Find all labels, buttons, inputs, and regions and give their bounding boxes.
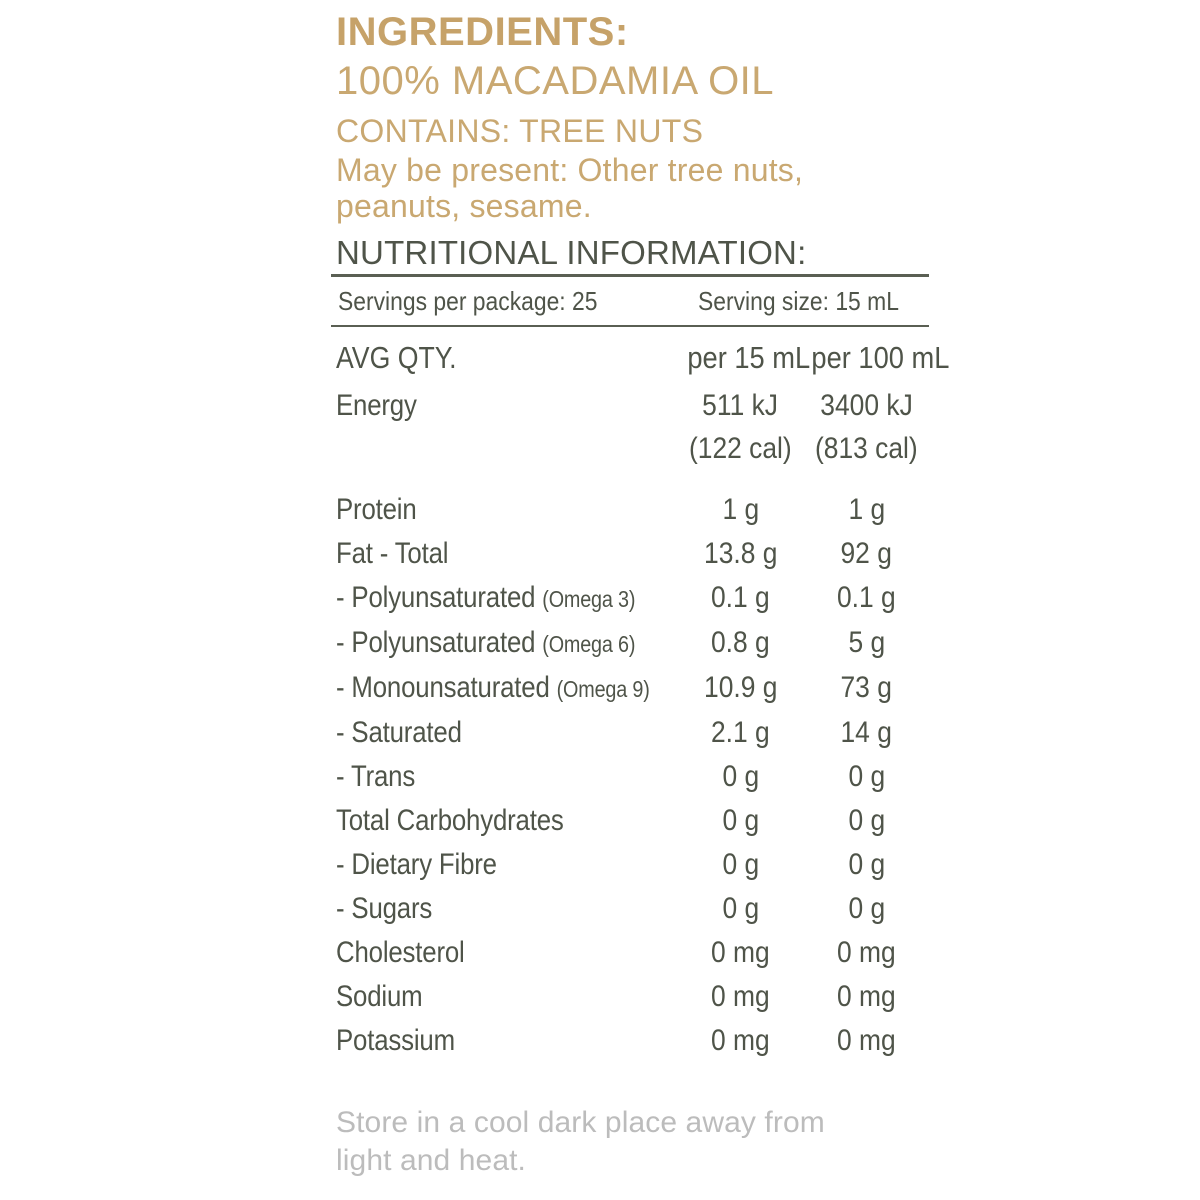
table-row: - Sugars 0 g 0 g	[331, 887, 931, 931]
row-label	[331, 428, 679, 472]
table-row: - Trans 0 g 0 g	[331, 755, 931, 799]
row-value-per-15ml: (122 cal)	[689, 432, 792, 465]
row-value-per-15ml: 2.1 g	[711, 716, 770, 749]
row-value-per-100ml: 3400 kJ	[820, 389, 913, 422]
row-label: Total Carbohydrates	[336, 804, 564, 837]
allergen-contains-text: CONTAINS: TREE NUTS	[336, 113, 704, 149]
table-row: - Saturated 2.1 g 14 g	[331, 711, 931, 755]
row-value-per-100ml: 73 g	[840, 671, 893, 704]
table-row: - Polyunsaturated (Omega 6) 0.8 g 5 g	[331, 621, 931, 666]
row-label: Protein	[336, 493, 417, 526]
row-label: - Dietary Fibre	[336, 848, 497, 881]
row-value-per-100ml: 92 g	[840, 537, 893, 570]
row-value-per-15ml: 0 g	[722, 892, 759, 925]
row-value-per-100ml: 0 g	[848, 848, 885, 881]
row-value-per-15ml: 0.8 g	[711, 626, 770, 659]
row-label: - Polyunsaturated (Omega 6)	[336, 626, 636, 659]
table-rule-bottom	[331, 325, 929, 327]
table-header-row: AVG QTY. per 15 mL per 100 mL	[331, 333, 950, 383]
table-row: Energy 511 kJ 3400 kJ	[331, 383, 931, 428]
allergen-may-contain-text: May be present: Other tree nuts, peanuts…	[336, 152, 804, 224]
row-value-per-15ml: 0 mg	[711, 1024, 770, 1057]
row-value-per-15ml: 0 g	[722, 804, 759, 837]
row-value-per-100ml: 0 g	[848, 760, 885, 793]
row-value-per-100ml: 0.1 g	[837, 581, 896, 614]
row-value-per-100ml: 5 g	[848, 626, 885, 659]
row-value-per-100ml: 0 mg	[837, 1024, 896, 1057]
row-value-per-100ml: 0 mg	[837, 980, 896, 1013]
row-label: - Monounsaturated (Omega 9)	[336, 671, 650, 704]
row-label: - Trans	[336, 760, 416, 793]
row-value-per-15ml: 0 g	[722, 848, 759, 881]
column-header-per-15ml: per 15 mL	[687, 340, 811, 375]
table-row: Potassium 0 mg 0 mg	[331, 1019, 931, 1063]
row-value-per-100ml: (813 cal)	[815, 432, 918, 465]
table-row: - Monounsaturated (Omega 9) 10.9 g 73 g	[331, 666, 931, 711]
table-row: Fat - Total 13.8 g 92 g	[331, 532, 931, 576]
row-spacer	[331, 472, 931, 488]
row-value-per-15ml: 0.1 g	[711, 581, 770, 614]
row-label-omega-note: (Omega 3)	[542, 586, 636, 612]
storage-instructions: Store in a cool dark place away from lig…	[336, 1106, 825, 1177]
row-value-per-15ml: 0 mg	[711, 980, 770, 1013]
row-value-per-100ml: 0 mg	[837, 936, 896, 969]
row-label: Fat - Total	[336, 537, 449, 570]
row-label: - Saturated	[336, 716, 462, 749]
row-label: Cholesterol	[336, 936, 465, 969]
table-row: Sodium 0 mg 0 mg	[331, 975, 931, 1019]
column-header-per-100ml: per 100 mL	[811, 340, 950, 375]
nutritional-information-panel: NUTRITIONAL INFORMATION: Servings per pa…	[331, 232, 950, 1063]
row-label: Sodium	[336, 980, 423, 1013]
row-value-per-100ml: 1 g	[848, 493, 885, 526]
row-value-per-15ml: 0 mg	[711, 936, 770, 969]
table-row: - Polyunsaturated (Omega 3) 0.1 g 0.1 g	[331, 576, 931, 621]
table-row: Protein 1 g 1 g	[331, 488, 931, 532]
table-rule-top	[331, 274, 929, 277]
row-value-per-15ml: 13.8 g	[703, 537, 778, 570]
ingredients-value: 100% MACADAMIA OIL	[336, 59, 775, 103]
serving-size: Serving size: 15 mL	[698, 286, 899, 316]
row-value-per-100ml: 14 g	[840, 716, 893, 749]
row-value-per-15ml: 511 kJ	[702, 389, 779, 422]
row-label: - Sugars	[336, 892, 433, 925]
table-row: Cholesterol 0 mg 0 mg	[331, 931, 931, 975]
servings-row: Servings per package: 25 Serving size: 1…	[331, 277, 931, 325]
table-row: - Dietary Fibre 0 g 0 g	[331, 843, 931, 887]
row-label-omega-note: (Omega 6)	[542, 631, 636, 657]
row-label: - Polyunsaturated (Omega 3)	[336, 581, 636, 614]
row-label-omega-note: (Omega 9)	[556, 676, 650, 702]
nutrition-panel-title: NUTRITIONAL INFORMATION:	[336, 234, 807, 271]
row-label: Energy	[336, 389, 417, 422]
ingredients-block: INGREDIENTS: 100% MACADAMIA OIL CONTAINS…	[336, 8, 1096, 224]
row-value-per-100ml: 0 g	[848, 892, 885, 925]
row-value-per-100ml: 0 g	[848, 804, 885, 837]
row-value-per-15ml: 1 g	[722, 493, 759, 526]
servings-per-package: Servings per package: 25	[338, 286, 598, 316]
column-header-avg-qty: AVG QTY.	[336, 340, 457, 375]
row-label: Potassium	[336, 1024, 455, 1057]
row-value-per-15ml: 0 g	[722, 760, 759, 793]
row-value-per-15ml: 10.9 g	[703, 671, 778, 704]
nutrition-table: AVG QTY. per 15 mL per 100 mL Energy 511 …	[331, 333, 950, 1063]
table-row: (122 cal) (813 cal)	[331, 428, 931, 472]
ingredients-heading: INGREDIENTS:	[336, 10, 629, 54]
table-row: Total Carbohydrates 0 g 0 g	[331, 799, 931, 843]
